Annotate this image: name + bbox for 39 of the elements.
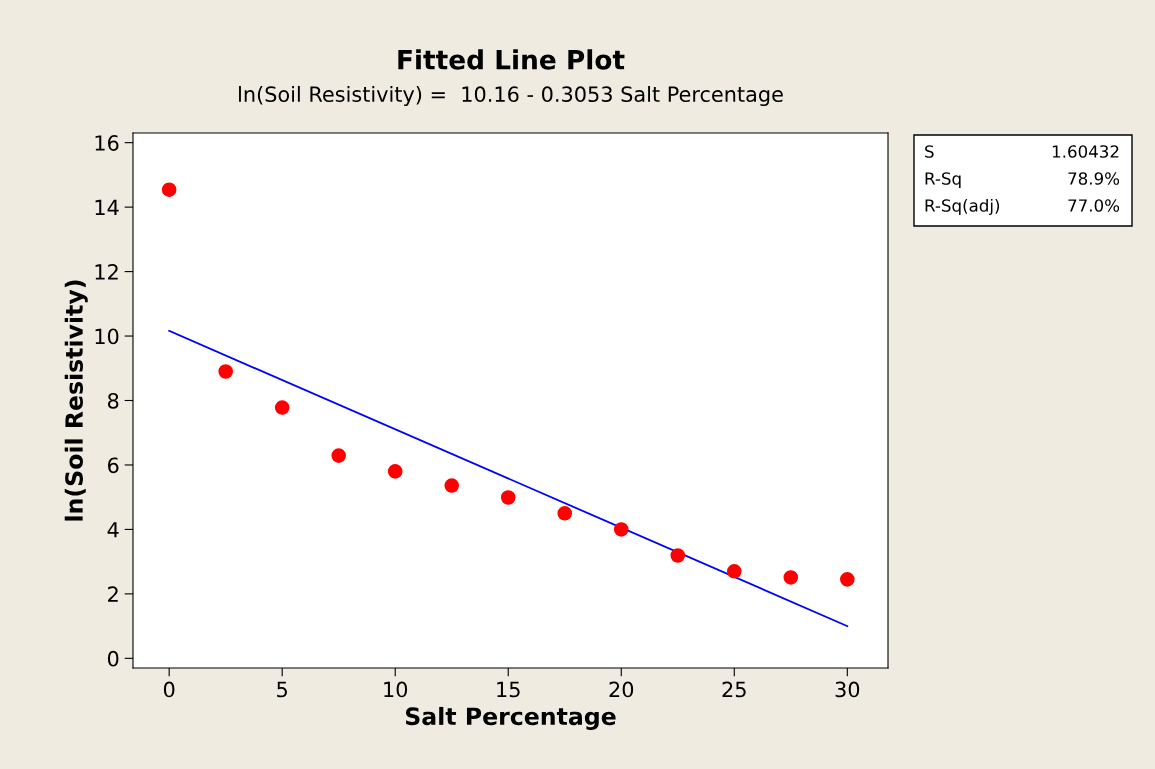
point	[557, 506, 573, 521]
x-axis-title: Salt Percentage	[405, 706, 616, 730]
point	[218, 364, 233, 379]
point	[444, 478, 460, 493]
text: 77.0%	[1068, 199, 1120, 212]
point	[161, 182, 177, 198]
text: R-Sq	[925, 172, 961, 189]
y-tick-label: 8	[107, 392, 119, 409]
y-tick-label: 16	[95, 135, 119, 151]
y-tick-label: 6	[108, 457, 119, 474]
point	[387, 464, 403, 479]
chart-title: Fitted Line Plot	[398, 49, 625, 70]
y-tick-label: 10	[95, 328, 119, 345]
x-tick-label: 30	[835, 681, 860, 698]
text: S	[925, 145, 934, 158]
text: 1.60432	[1052, 145, 1119, 158]
text: R-Sq(adj)	[925, 198, 1000, 216]
x-tick-label: 0	[163, 681, 175, 698]
point	[613, 522, 629, 537]
y-tick-label: 14	[95, 199, 119, 216]
x-tick-label: 15	[497, 681, 520, 698]
point	[670, 548, 686, 563]
point	[274, 400, 290, 415]
x-tick-label: 25	[722, 681, 746, 698]
y-tick-label: 0	[107, 650, 119, 667]
x-tick-label: 10	[384, 681, 408, 698]
y-tick-label: 12	[95, 264, 118, 280]
chart-subtitle: ln(Soil Resistivity) = 10.16 - 0.3053 Salt Percentage	[239, 85, 783, 107]
point	[840, 572, 855, 587]
x-tick-label: 5	[277, 681, 287, 698]
point	[727, 564, 742, 579]
y-tick-label: 2	[108, 586, 118, 602]
point	[331, 448, 346, 463]
y-axis-title: ln(Soil Resistivity)	[64, 280, 88, 521]
x-tick-label: 20	[609, 681, 634, 698]
text: 78.9%	[1068, 172, 1120, 185]
point	[783, 570, 799, 585]
y-tick-label: 4	[107, 522, 119, 538]
point	[500, 490, 516, 505]
